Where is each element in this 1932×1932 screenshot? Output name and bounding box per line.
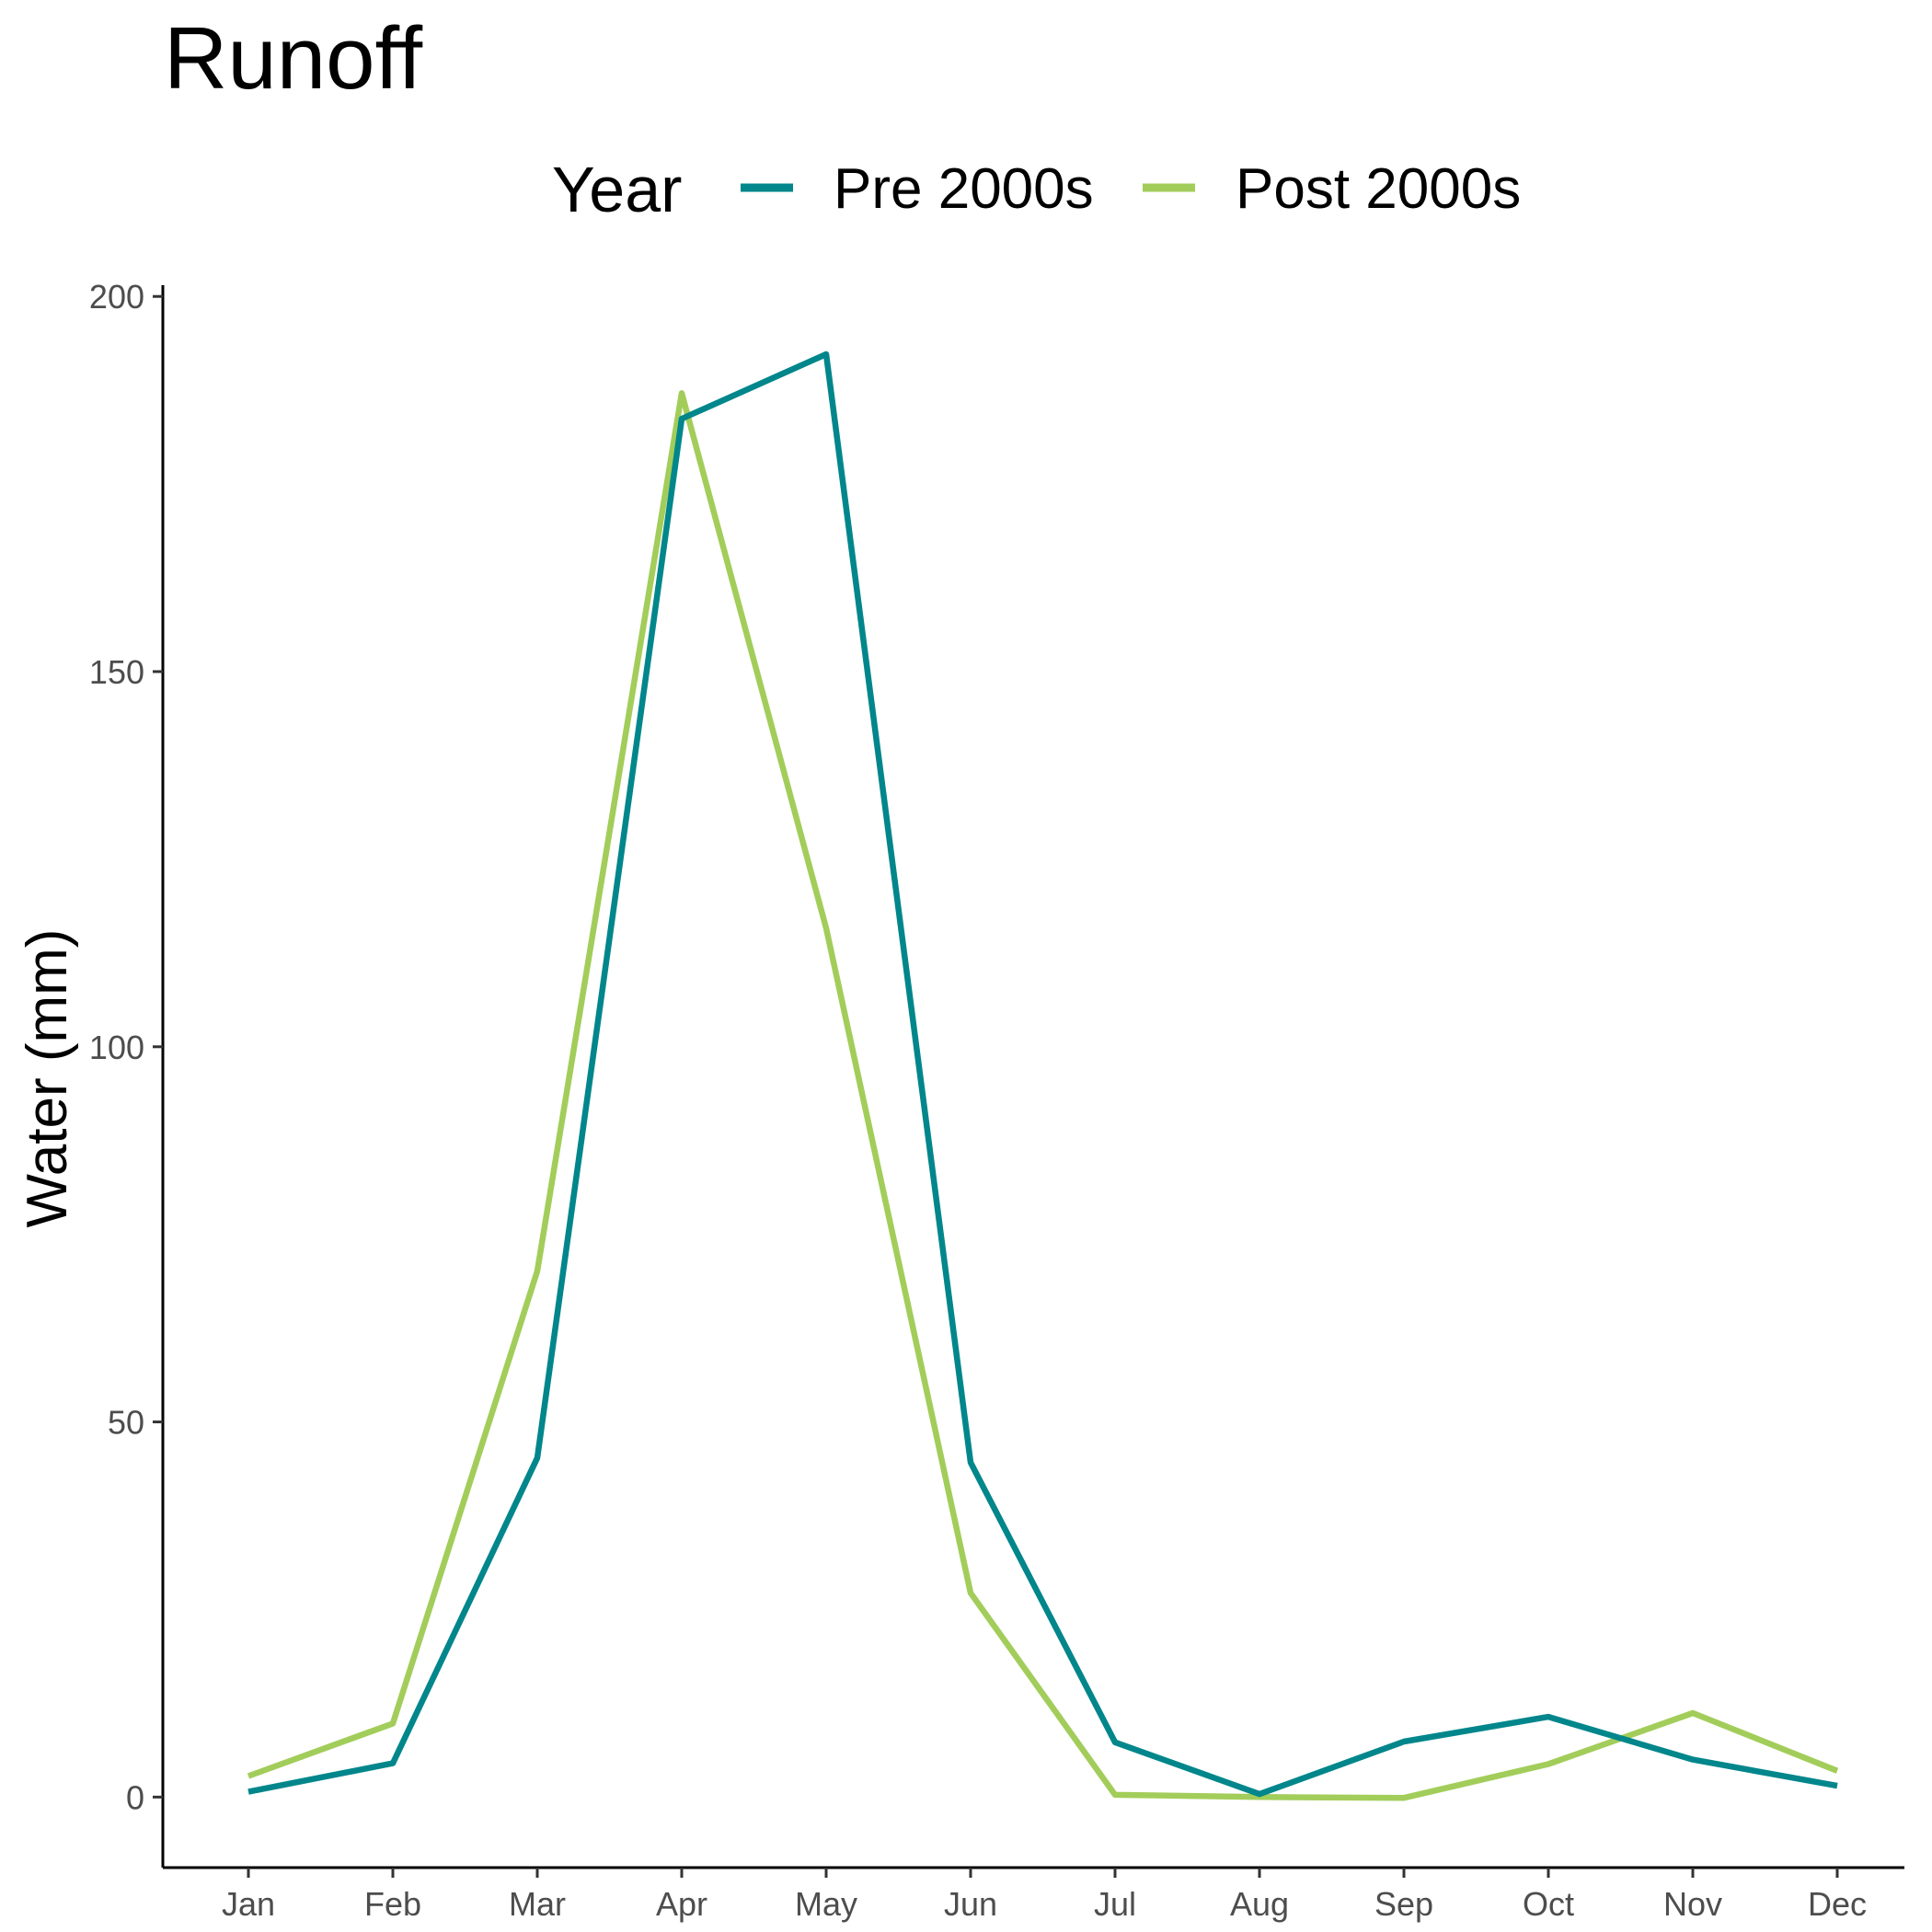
y-tick-label: 100 <box>89 1029 144 1066</box>
series-line-post-2000s <box>247 390 1839 1801</box>
y-tick-label: 200 <box>89 278 144 316</box>
x-tick-label: Feb <box>364 1885 421 1923</box>
y-tick-label: 50 <box>108 1404 144 1442</box>
x-tick-label: May <box>795 1885 857 1923</box>
chart-title: Runoff <box>164 9 422 108</box>
x-tick-label: Sep <box>1374 1885 1433 1923</box>
series-line-pre-2000s <box>247 351 1838 1798</box>
x-axis-ticks: Jan Feb Mar Apr May Jun Jul Aug Sep Oct Nov Dec <box>222 1868 1867 1923</box>
y-tick-label: 0 <box>126 1778 144 1816</box>
x-tick-label: Jan <box>222 1885 275 1923</box>
x-tick-label: Nov <box>1663 1885 1722 1923</box>
y-tick-label: 150 <box>89 653 144 691</box>
y-axis-title: Water (mm) <box>16 929 79 1228</box>
x-tick-label: Apr <box>656 1885 707 1923</box>
legend: Year Pre 2000s Post 2000s <box>552 154 1521 225</box>
y-axis-ticks: 0 50 100 150 200 <box>89 278 163 1816</box>
series-lines <box>247 351 1839 1801</box>
x-tick-label: Aug <box>1230 1885 1289 1923</box>
x-tick-label: Mar <box>509 1885 566 1923</box>
x-tick-label: Oct <box>1523 1885 1574 1923</box>
legend-label-post-2000s: Post 2000s <box>1236 157 1521 221</box>
legend-title: Year <box>552 154 682 225</box>
x-tick-label: Dec <box>1808 1885 1867 1923</box>
legend-label-pre-2000s: Pre 2000s <box>834 157 1094 221</box>
x-tick-label: Jun <box>944 1885 997 1923</box>
x-tick-label: Jul <box>1094 1885 1136 1923</box>
